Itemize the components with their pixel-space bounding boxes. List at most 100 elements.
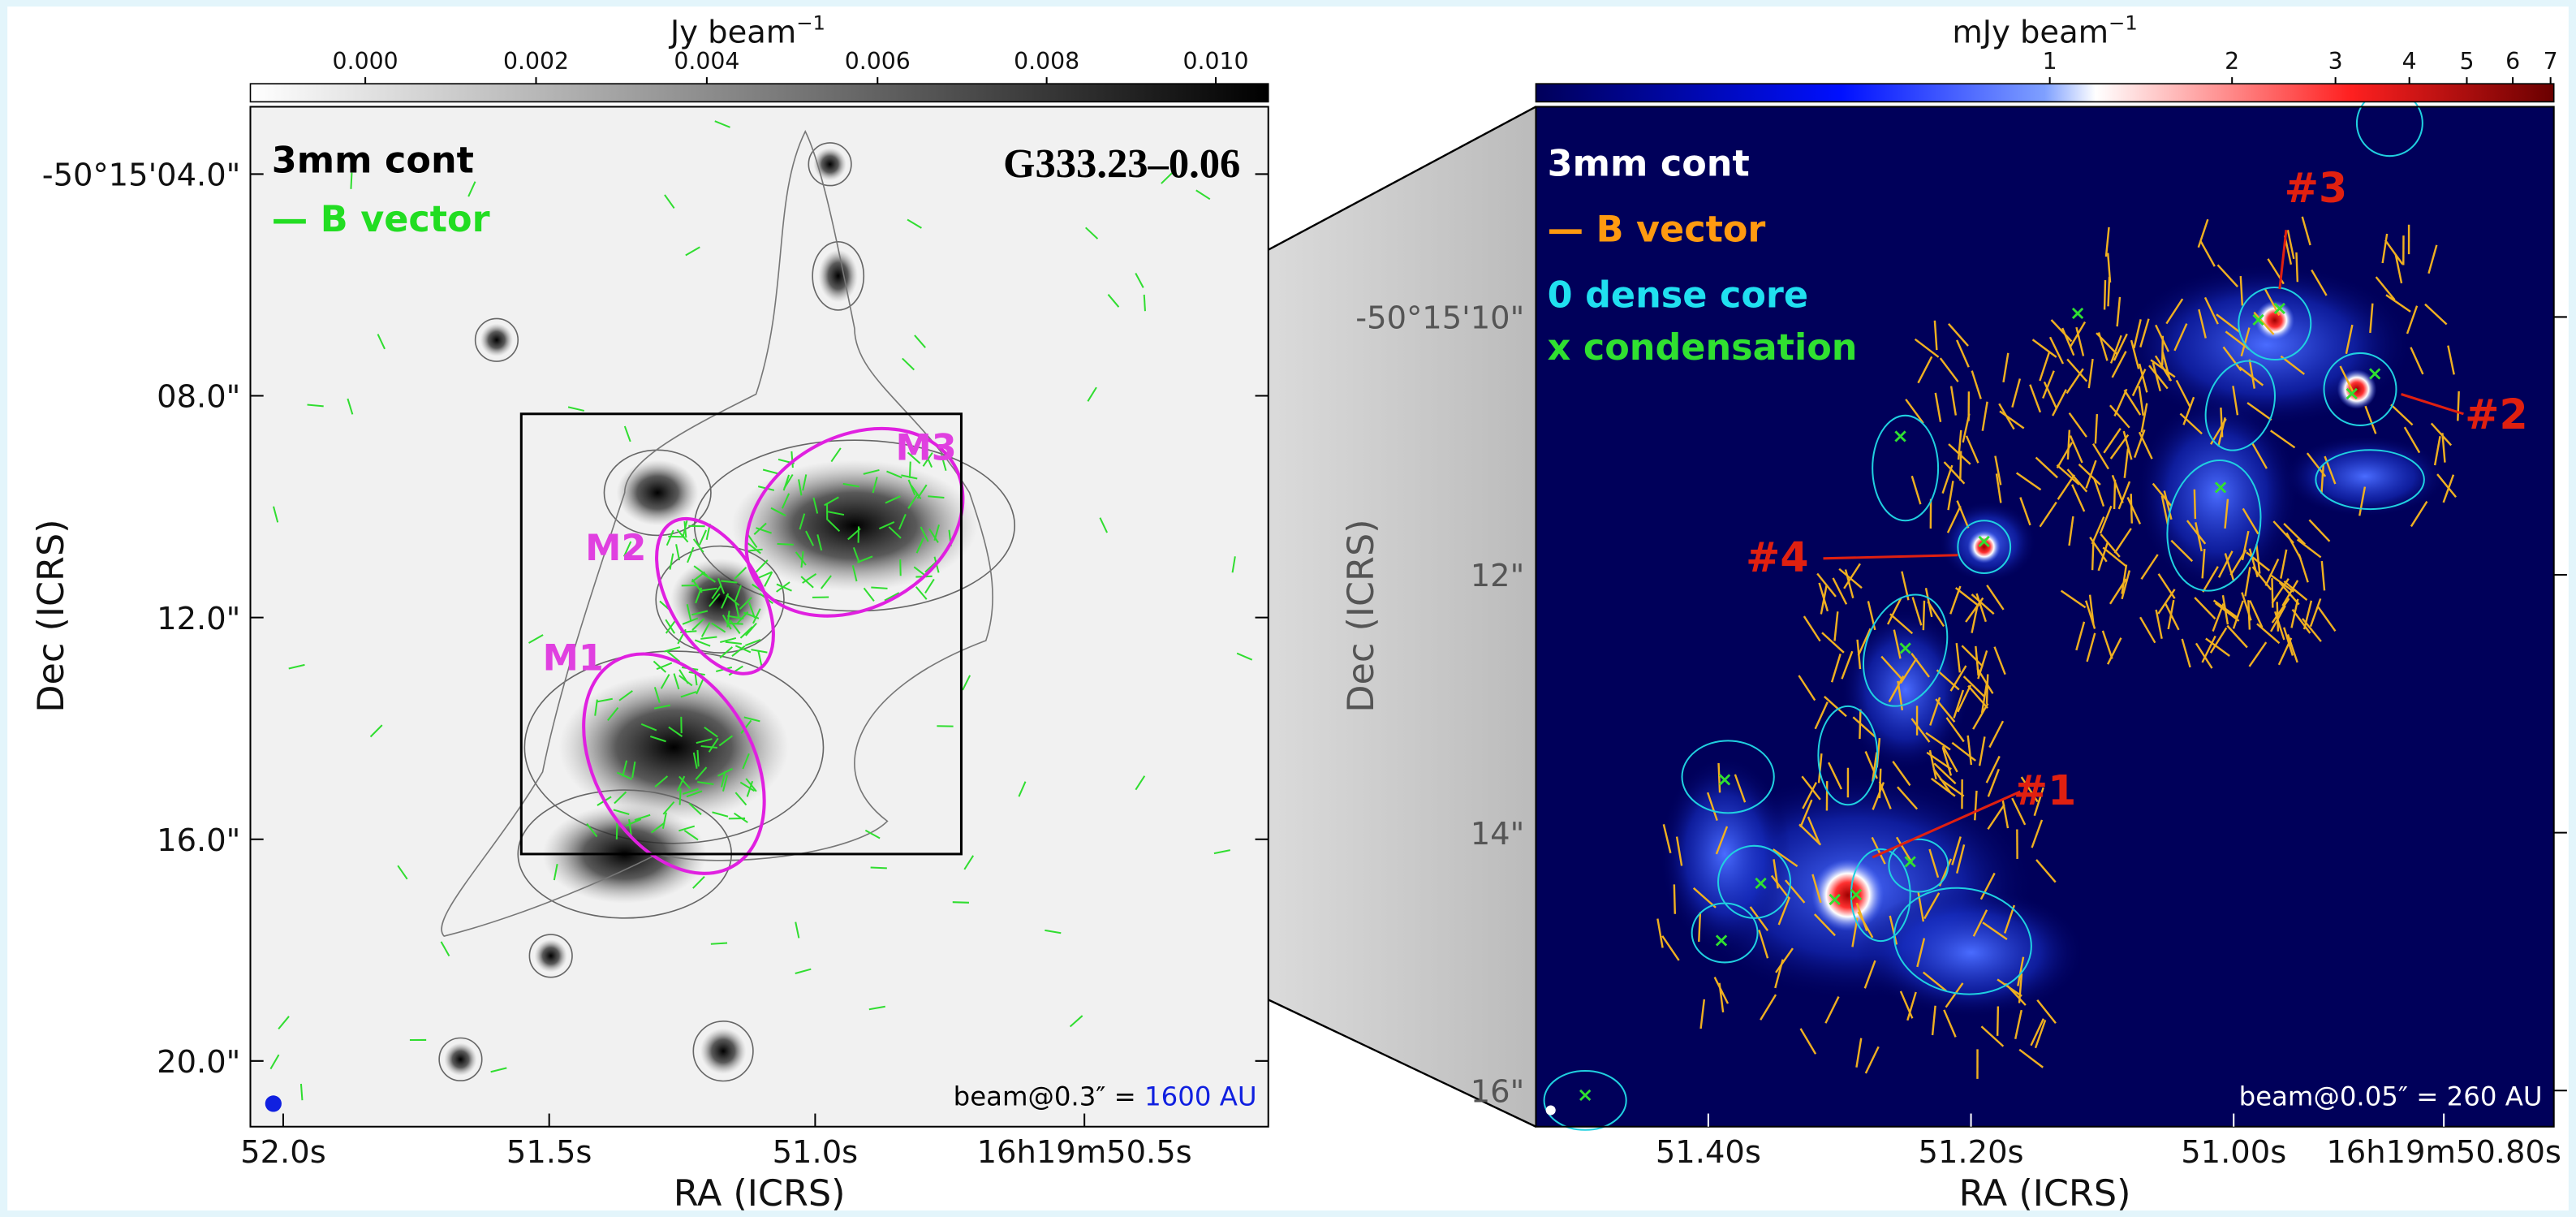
condensation: ×	[1848, 883, 1864, 906]
b-vector	[680, 788, 681, 805]
condensation: ×	[1717, 767, 1733, 791]
colorbar-tick-label: 1	[2043, 48, 2057, 75]
page: {"left_panel":{"colorbar":{"label":"Jy b…	[0, 0, 2576, 1217]
emission	[2283, 435, 2447, 517]
colorbar-tick-label: 2	[2225, 48, 2239, 75]
b-vector	[871, 868, 887, 869]
condensation: ×	[1902, 849, 1919, 873]
colorbar-tick-label: 0.006	[845, 48, 911, 75]
b-vector	[617, 823, 618, 839]
beam-text: beam@0.05″ =	[2239, 1081, 2447, 1111]
x-tick-label: 51.40s	[1656, 1134, 1761, 1171]
source-label: #2	[2465, 391, 2528, 438]
condensation: ×	[2344, 382, 2360, 405]
beam	[265, 1095, 282, 1111]
beam-scale: 260 AU	[2447, 1081, 2543, 1111]
colorbar-tick-label: 4	[2402, 48, 2417, 75]
y-tick-label: 12"	[1471, 558, 1525, 594]
unit: Jy beam	[669, 15, 796, 51]
b-vector	[711, 943, 727, 944]
b-vector	[953, 902, 969, 903]
legend-item: 0 dense core	[1548, 274, 1808, 316]
y-tick-label: 14"	[1471, 816, 1525, 852]
x-tick-label: 16h19m50.5s	[977, 1134, 1192, 1171]
y-tick-label: -50°15'04.0"	[42, 158, 241, 194]
b-vector	[1859, 710, 1860, 739]
x-tick-label: 51.0s	[773, 1134, 859, 1171]
beam-scale: 1600 AU	[1144, 1081, 1256, 1111]
beam	[1546, 1105, 1556, 1115]
legend-item: 3mm cont	[1548, 143, 1750, 184]
b-vector	[2104, 280, 2105, 309]
beam-label: beam@0.3″ = 1600 AU	[954, 1081, 1257, 1111]
condensation: ×	[1577, 1082, 1593, 1106]
b-vector	[1699, 913, 1700, 942]
legend-item: — B vector	[1548, 209, 1766, 250]
colorbar-tick-label: 0.004	[674, 48, 739, 75]
colorbar-tick-label: 7	[2544, 48, 2558, 75]
x-axis-label: RA (ICRS)	[1959, 1173, 2131, 1215]
source-label: #1	[2014, 766, 2077, 814]
emission	[480, 324, 513, 356]
y-tick-label: 16"	[1471, 1073, 1525, 1110]
y-tick-label: 12.0"	[157, 601, 240, 637]
region-label: M1	[543, 637, 604, 679]
emission	[1856, 887, 2086, 1018]
region-label: M3	[896, 427, 957, 468]
y-tick-label: -50°15'10"	[1355, 300, 1524, 337]
emission	[444, 1043, 476, 1076]
b-vector	[2092, 541, 2093, 570]
b-vector	[1674, 884, 1675, 913]
x-tick-label: 51.5s	[506, 1134, 592, 1171]
condensation: ×	[1976, 529, 1992, 553]
colorbar-tick-label: 6	[2505, 48, 2520, 75]
y-axis-label: Dec (ICRS)	[1341, 519, 1382, 712]
x-tick-label: 51.20s	[1919, 1134, 2024, 1171]
legend-item: 3mm cont	[272, 140, 474, 181]
colorbar-tick-label: 0.008	[1014, 48, 1079, 75]
b-vector	[1960, 451, 1961, 480]
colorbar	[1536, 84, 2553, 101]
colorbar	[251, 84, 1269, 101]
region-label: M2	[585, 528, 646, 569]
colorbar-tick-label: 0.002	[503, 48, 569, 75]
condensation: ×	[1826, 887, 1842, 911]
condensation: ×	[1752, 870, 1768, 894]
b-vector	[2162, 336, 2163, 365]
emission	[534, 939, 566, 972]
b-vector	[2131, 494, 2132, 523]
b-vector	[778, 544, 794, 545]
x-tick-label: 16h19m50.80s	[2326, 1134, 2561, 1171]
emission	[700, 1028, 747, 1074]
y-axis-label: Dec (ICRS)	[31, 519, 72, 712]
colorbar-tick-label: 0.000	[333, 48, 398, 75]
beam-text: beam@0.3″ =	[954, 1081, 1144, 1111]
condensation: ×	[1713, 928, 1730, 952]
legend-item: x condensation	[1548, 327, 1858, 369]
y-tick-label: 08.0"	[157, 379, 240, 416]
emission	[617, 460, 699, 525]
b-vector	[697, 750, 698, 766]
condensation: ×	[2367, 361, 2383, 385]
x-tick-label: 52.0s	[240, 1134, 326, 1171]
b-vector	[1923, 601, 1924, 630]
b-vector	[2109, 277, 2110, 306]
b-vector	[1987, 675, 1988, 704]
figure: ×××××××××××××××× Jy beam−1 mJy beam−1 3m…	[0, 0, 2576, 1217]
emission	[813, 148, 846, 180]
x-tick-label: 51.00s	[2181, 1134, 2286, 1171]
unit: mJy beam	[1952, 15, 2109, 51]
colorbar-tick-label: 3	[2328, 48, 2343, 75]
condensation: ×	[2272, 296, 2288, 319]
condensation: ×	[1892, 424, 1908, 447]
emission	[818, 249, 858, 302]
b-vector	[1997, 1006, 1998, 1035]
condensation: ×	[2070, 300, 2086, 324]
y-tick-label: 16.0"	[157, 822, 240, 859]
exponent: −1	[796, 11, 825, 34]
source-label: #4	[1746, 533, 1809, 581]
source-title: G333.23–0.06	[1003, 140, 1240, 186]
x-axis-label: RA (ICRS)	[674, 1173, 846, 1215]
left-image	[251, 106, 1269, 1126]
b-vector	[2296, 252, 2297, 282]
